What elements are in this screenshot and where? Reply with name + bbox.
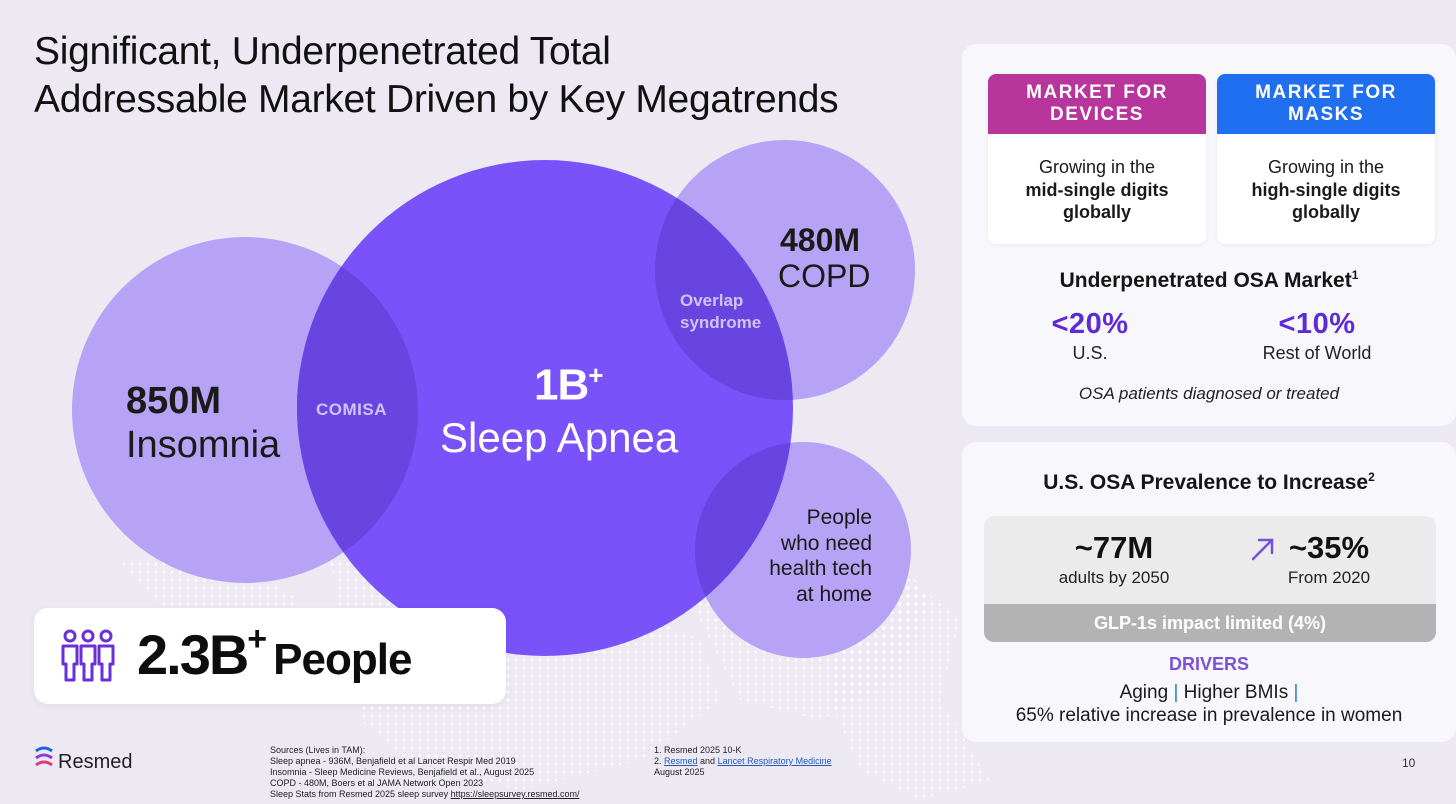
prevalence-footnote: 2 (1368, 470, 1375, 484)
references-footnote: 1. Resmed 2025 10-K 2. Resmed and Lancet… (654, 745, 832, 778)
people-group-icon (61, 629, 115, 682)
source-line: Sleep Stats from Resmed 2025 sleep surve… (270, 789, 579, 800)
us-stat-value: <20% (1051, 308, 1129, 340)
devices-text-1: Growing in the (1038, 157, 1156, 177)
adults-stat-value: ~77M (1074, 530, 1154, 565)
glp-impact-bar: GLP-1s impact limited (4%) (984, 604, 1436, 642)
source-line: Sources (Lives in TAM): (270, 745, 366, 755)
market-devices-card: MARKET FOR DEVICES Growing in the mid-si… (988, 74, 1206, 244)
home-line-4: at home (796, 582, 872, 606)
venn-diagram: 850M Insomnia COMISA 1B+ Sleep Apnea 480… (72, 140, 915, 658)
prevalence-panel: U.S. OSA Prevalence to Increase2 ~77M ad… (962, 442, 1456, 742)
home-line-3: health tech (769, 557, 872, 580)
stats-prefix: Sleep Stats from Resmed 2025 sleep surve… (270, 789, 451, 799)
market-masks-card: MARKET FOR MASKS Growing in the high-sin… (1217, 74, 1435, 244)
sources-footnote: Sources (Lives in TAM): Sleep apnea - 93… (270, 745, 579, 800)
lancet-link[interactable]: Lancet Respiratory Medicine (717, 756, 832, 766)
insomnia-value: 850M (126, 380, 222, 422)
sleep-apnea-number: 1B (534, 360, 589, 410)
overlap-line-1: Overlap (680, 291, 744, 310)
drivers-title: DRIVERS (1168, 654, 1249, 674)
title-line-2: Addressable Market Driven by Key Megatre… (34, 78, 839, 121)
market-devices-header: MARKET FOR DEVICES (988, 74, 1206, 134)
home-health-label: People who need health tech at home (748, 505, 872, 607)
copd-value: 480M (780, 222, 861, 258)
market-panel: MARKET FOR DEVICES Growing in the mid-si… (962, 44, 1456, 426)
osa-note: OSA patients diagnosed or treated (1078, 384, 1340, 403)
insomnia-label: Insomnia (126, 424, 281, 466)
devices-text-2: mid-single digits (1025, 179, 1169, 200)
row-stat-value: <10% (1278, 308, 1356, 340)
sleep-apnea-label: Sleep Apnea (440, 414, 679, 461)
adults-stat-label: adults by 2050 (1058, 568, 1170, 587)
masks-header-line-2: MASKS (1287, 104, 1365, 125)
total-people-value: 2.3B+ People (137, 620, 412, 687)
osa-market-title-text: Underpenetrated OSA Market (1059, 269, 1352, 292)
devices-header-line-1: MARKET FOR (1026, 82, 1168, 103)
resmed-link[interactable]: Resmed (664, 756, 698, 766)
market-masks-header: MARKET FOR MASKS (1217, 74, 1435, 134)
us-stat: <20% U.S. (1020, 308, 1160, 364)
increase-stat-label: From 2020 (1287, 568, 1371, 587)
home-line-2: who need (780, 531, 872, 555)
people-plus: + (247, 620, 268, 658)
devices-header-line-2: DEVICES (1050, 104, 1144, 125)
trend-up-arrow-icon (1251, 538, 1274, 561)
divider: | (1293, 682, 1299, 703)
driver-women: 65% relative increase in prevalence in w… (1015, 705, 1403, 726)
source-line: Sleep apnea - 936M, Benjafield et al Lan… (270, 756, 516, 766)
source-line: Insomnia - Sleep Medicine Reviews, Benja… (270, 767, 535, 777)
prevalence-stats-box: ~77M adults by 2050 ~35% From 2020 GLP-1… (984, 516, 1436, 642)
reference-2: 2. Resmed and Lancet Respiratory Medicin… (654, 756, 832, 767)
masks-text-1: Growing in the (1267, 157, 1385, 177)
sleep-apnea-value: 1B+ (534, 360, 603, 411)
osa-market-title: Underpenetrated OSA Market1 (962, 268, 1456, 293)
people-number: 2.3B (137, 623, 249, 686)
source-line: COPD - 480M, Boers et al JAMA Network Op… (270, 778, 484, 788)
prevalence-title-text: U.S. OSA Prevalence to Increase (1043, 471, 1369, 494)
masks-header-line-1: MARKET FOR (1255, 82, 1397, 103)
ref2-prefix: 2. (654, 756, 665, 766)
row-stat: <10% Rest of World (1240, 308, 1394, 364)
reference-1: 1. Resmed 2025 10-K (654, 745, 742, 755)
row-stat-label: Rest of World (1262, 343, 1372, 363)
overlap-syndrome-label: Overlap syndrome (680, 290, 761, 334)
masks-text-2: high-single digits (1251, 179, 1401, 200)
copd-label: COPD (778, 258, 871, 294)
comisa-overlap (297, 237, 418, 583)
increase-stat: ~35% From 2020 (1274, 530, 1384, 588)
resmed-logo-text: Resmed (58, 751, 133, 773)
home-line-1: People (806, 506, 872, 529)
ref2-mid: and (697, 756, 718, 766)
masks-text-3: globally (1291, 202, 1360, 222)
reference-2-date: August 2025 (654, 767, 705, 777)
overlap-line-2: syndrome (680, 313, 762, 332)
title-line-1: Significant, Underpenetrated Total (34, 30, 611, 73)
sleep-survey-link[interactable]: https://sleepsurvey.resmed.com/ (450, 789, 580, 799)
sleep-apnea-plus: + (588, 360, 603, 390)
driver-bmi: Higher BMIs (1183, 682, 1289, 703)
osa-market-footnote: 1 (1351, 268, 1359, 282)
driver-aging: Aging (1119, 682, 1169, 703)
resmed-logo-icon (35, 746, 53, 767)
people-label: People (273, 635, 412, 684)
divider: | (1173, 682, 1179, 703)
total-people-card: 2.3B+ People (34, 608, 506, 704)
us-stat-label: U.S. (1072, 343, 1108, 363)
drivers-line-1: Aging | Higher BMIs | (962, 682, 1456, 704)
comisa-label: COMISA (316, 400, 387, 419)
increase-stat-value: ~35% (1288, 530, 1370, 565)
adults-stat: ~77M adults by 2050 (1044, 530, 1184, 588)
page-number: 10 (1402, 756, 1416, 770)
devices-text-3: globally (1062, 202, 1131, 222)
prevalence-title: U.S. OSA Prevalence to Increase2 (962, 470, 1456, 495)
page-title: Significant, Underpenetrated Total Addre… (34, 28, 954, 124)
